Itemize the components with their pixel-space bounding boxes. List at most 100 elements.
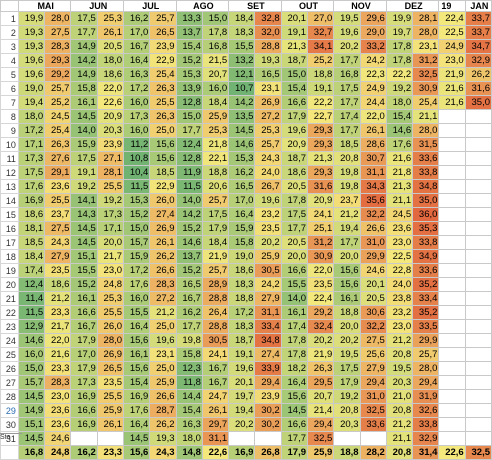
temperature-cell[interactable]: 15,8 [70,81,98,96]
temperature-cell[interactable]: 19,0 [17,81,46,96]
temperature-cell[interactable]: 25,7 [201,193,230,208]
temperature-cell[interactable]: 17,6 [385,137,414,152]
temperature-cell[interactable]: 12,4 [175,137,203,152]
temperature-cell[interactable] [438,109,466,124]
temperature-cell[interactable]: 15,6 [280,389,309,404]
temperature-cell[interactable]: 23,0 [96,263,125,278]
temperature-cell[interactable]: 28,0 [412,25,440,40]
temperature-cell[interactable] [228,431,256,446]
temperature-cell[interactable]: 22,2 [385,67,414,82]
temperature-cell[interactable]: 35,0 [412,193,440,208]
temperature-cell[interactable]: 19,8 [333,165,361,180]
temperature-cell[interactable]: 21,9 [438,67,466,82]
temperature-cell[interactable]: 26,1 [96,25,125,40]
temperature-cell[interactable]: 24,8 [44,445,72,460]
temperature-cell[interactable]: 21,7 [44,319,72,334]
temperature-cell[interactable]: 18,3 [228,319,256,334]
temperature-cell[interactable]: 15,0 [280,67,309,82]
temperature-cell[interactable]: 29,6 [359,11,387,26]
temperature-cell[interactable]: 20,7 [306,389,335,404]
temperature-cell[interactable]: 16,9 [123,389,151,404]
temperature-cell[interactable]: 18,6 [17,207,46,222]
temperature-cell[interactable]: 25,4 [412,95,440,110]
temperature-cell[interactable]: 21,6 [385,151,414,166]
temperature-cell[interactable] [464,361,492,376]
temperature-cell[interactable]: 22,4 [438,11,466,26]
temperature-cell[interactable]: 26,7 [254,179,282,194]
temperature-cell[interactable]: 20,0 [96,235,125,250]
temperature-cell[interactable]: 15,4 [175,403,203,418]
temperature-cell[interactable]: 23,8 [385,291,414,306]
temperature-cell[interactable]: 27,2 [254,109,282,124]
temperature-cell[interactable]: 25,9 [96,403,125,418]
temperature-cell[interactable]: 33,6 [412,151,440,166]
temperature-cell[interactable]: 14,8 [175,445,203,460]
temperature-cell[interactable]: 25,9 [254,249,282,264]
temperature-cell[interactable]: 23,5 [306,277,335,292]
temperature-cell[interactable]: 10,8 [123,151,151,166]
temperature-cell[interactable]: 16,9 [17,193,46,208]
temperature-cell[interactable]: 22,5 [438,25,466,40]
temperature-cell[interactable]: 21,3 [306,151,335,166]
temperature-cell[interactable]: 18,5 [149,165,177,180]
temperature-cell[interactable] [464,347,492,362]
temperature-cell[interactable]: 20,1 [228,375,256,390]
temperature-cell[interactable] [438,221,466,236]
temperature-cell[interactable]: 15,1 [17,417,46,432]
temperature-cell[interactable] [464,123,492,138]
temperature-cell[interactable] [438,319,466,334]
temperature-cell[interactable]: 17,4 [333,109,361,124]
row-number-header[interactable]: 30 [0,417,19,432]
temperature-cell[interactable]: 16,1 [70,291,98,306]
temperature-cell[interactable]: 22,5 [385,249,414,264]
temperature-cell[interactable]: 16,6 [70,305,98,320]
temperature-cell[interactable]: 21,2 [385,333,414,348]
temperature-cell[interactable]: 16,8 [17,445,46,460]
temperature-cell[interactable]: 24,0 [385,277,414,292]
temperature-cell[interactable]: 18,8 [333,445,361,460]
temperature-cell[interactable]: 29,9 [359,249,387,264]
temperature-cell[interactable]: 26,2 [149,249,177,264]
temperature-cell[interactable]: 16,4 [123,319,151,334]
temperature-cell[interactable]: 16,1 [280,305,309,320]
temperature-cell[interactable]: 23,0 [385,319,414,334]
temperature-cell[interactable]: 16,5 [254,67,282,82]
temperature-cell[interactable]: 23,0 [385,235,414,250]
temperature-cell[interactable]: 34,8 [254,333,282,348]
temperature-cell[interactable]: 32,5 [306,431,335,446]
temperature-cell[interactable]: 15,7 [123,235,151,250]
temperature-cell[interactable] [438,361,466,376]
temperature-cell[interactable]: 15,9 [228,221,256,236]
row-number-header[interactable]: 27 [0,375,19,390]
temperature-cell[interactable]: 33,9 [254,361,282,376]
temperature-cell[interactable]: 25,5 [96,389,125,404]
row-number-header[interactable]: 24 [0,333,19,348]
temperature-cell[interactable]: 18,2 [280,361,309,376]
temperature-cell[interactable]: 32,0 [254,25,282,40]
temperature-cell[interactable]: 28,0 [412,123,440,138]
temperature-cell[interactable]: 27,1 [96,151,125,166]
month-header-cell[interactable]: JUL [123,0,177,12]
temperature-cell[interactable]: 16,9 [228,445,256,460]
month-header-cell[interactable]: NOV [333,0,387,12]
temperature-cell[interactable]: 32,2 [359,207,387,222]
temperature-cell[interactable]: 11,5 [175,179,203,194]
temperature-cell[interactable]: 20,9 [280,137,309,152]
temperature-cell[interactable]: 15,4 [123,375,151,390]
temperature-cell[interactable]: 19,8 [175,333,203,348]
temperature-cell[interactable] [254,431,282,446]
temperature-cell[interactable] [438,333,466,348]
temperature-cell[interactable]: 20,2 [333,39,361,54]
temperature-cell[interactable]: 24,9 [359,81,387,96]
temperature-cell[interactable]: 20,3 [333,417,361,432]
temperature-cell[interactable]: 28,8 [254,39,282,54]
temperature-cell[interactable]: 14,9 [70,39,98,54]
temperature-cell[interactable]: 16,5 [175,277,203,292]
temperature-cell[interactable]: 16,2 [228,165,256,180]
temperature-cell[interactable]: 14,0 [70,123,98,138]
temperature-cell[interactable]: 23,6 [44,403,72,418]
row-number-header[interactable]: 16 [0,221,19,236]
temperature-cell[interactable]: 24,8 [96,277,125,292]
row-number-header[interactable]: 14 [0,193,19,208]
